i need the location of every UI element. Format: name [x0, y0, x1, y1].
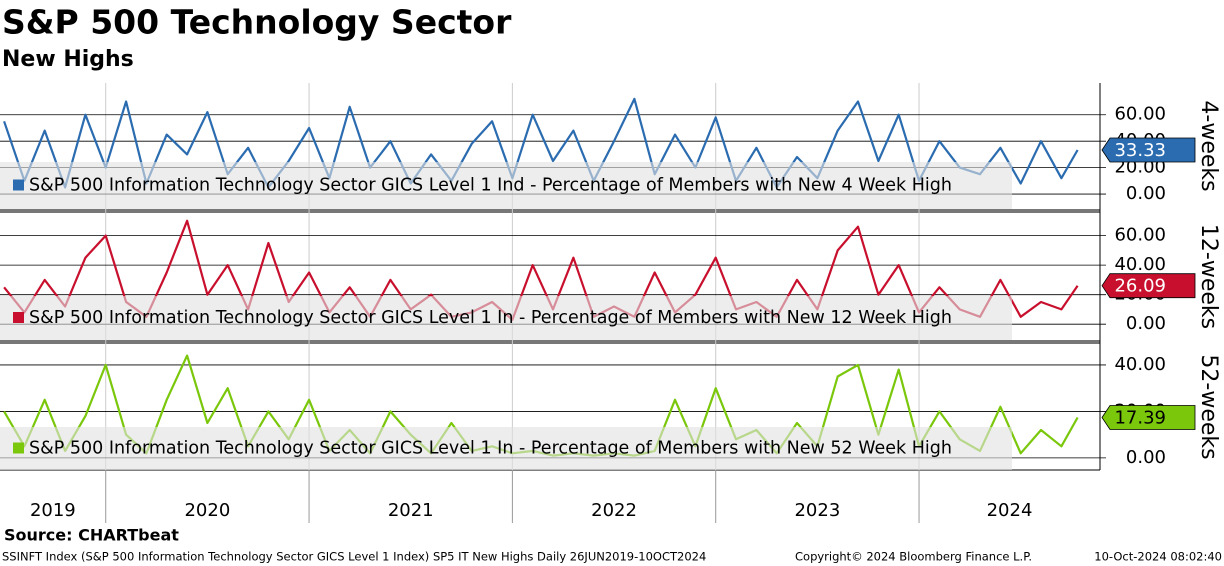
last-value-tag [1101, 273, 1196, 299]
x-tick-label: 2024 [987, 500, 1033, 521]
legend-swatch [13, 312, 24, 323]
y-tick-label: 0.00 [1126, 183, 1166, 204]
y-tick-label: 40.00 [1114, 254, 1166, 275]
footer-right: 10-Oct-2024 08:02:40 [1094, 550, 1222, 564]
y-tick-label: 0.00 [1126, 313, 1166, 334]
legend-band [0, 427, 1012, 470]
panel-divider [0, 209, 1100, 213]
source: Source: CHARTbeat [4, 526, 179, 545]
panel-label: 4-weeks [1196, 100, 1221, 191]
legend-band [0, 296, 1012, 340]
last-value-label: 33.33 [1114, 140, 1166, 161]
last-value-label: 26.09 [1114, 276, 1166, 297]
last-value-tag [1101, 137, 1196, 163]
legend-label: S&P 500 Information Technology Sector GI… [29, 439, 952, 459]
chart-subtitle: New Highs [2, 47, 134, 72]
legend-label: S&P 500 Information Technology Sector GI… [29, 176, 952, 196]
last-value-label: 17.39 [1114, 407, 1166, 428]
panel-label: 12-weeks [1196, 224, 1221, 329]
last-value-tag [1101, 405, 1196, 430]
legend-swatch [13, 442, 24, 454]
footer-middle: Copyright© 2024 Bloomberg Finance L.P. [795, 550, 1032, 564]
panel-divider [0, 340, 1100, 344]
y-tick-label: 60.00 [1114, 225, 1166, 246]
series-line [3, 219, 1079, 321]
y-tick-label: 40.00 [1114, 354, 1166, 375]
x-tick-label: 2021 [388, 500, 434, 521]
panel-label: 52-weeks [1196, 354, 1221, 459]
x-tick-label: 2022 [591, 500, 637, 521]
footer-left: SSINFT Index (S&P 500 Information Techno… [2, 550, 706, 564]
legend-band [0, 162, 1012, 209]
x-tick-label: 2019 [30, 500, 76, 521]
x-tick-label: 2020 [184, 500, 230, 521]
legend-swatch [13, 179, 24, 191]
legend-label: S&P 500 Information Technology Sector GI… [29, 308, 952, 328]
x-tick-label: 2023 [794, 500, 840, 521]
series-line [3, 97, 1079, 189]
y-tick-label: 0.00 [1126, 447, 1166, 468]
chart-title: S&P 500 Technology Sector [2, 3, 512, 42]
y-tick-label: 60.00 [1114, 104, 1166, 125]
